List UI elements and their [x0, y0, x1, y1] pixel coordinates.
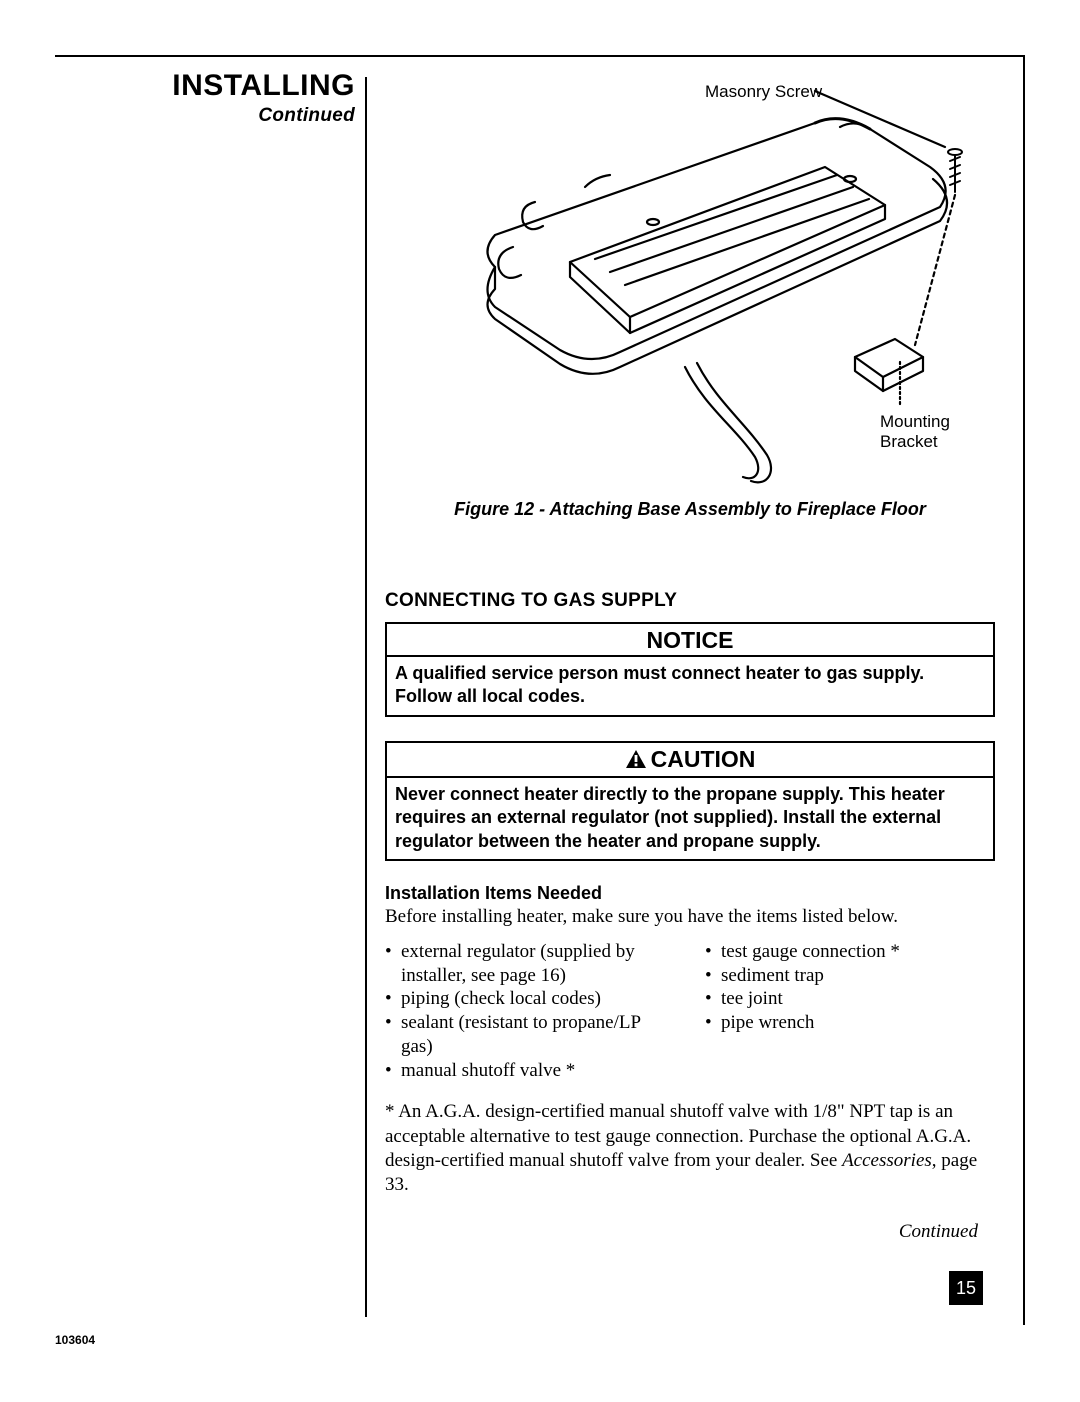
caution-body: Never connect heater directly to the pro…: [387, 778, 993, 859]
caution-box: CAUTION Never connect heater directly to…: [385, 741, 995, 861]
warning-icon: [625, 748, 647, 775]
sidebar-subtitle: Continued: [100, 105, 355, 127]
list-item: pipe wrench: [705, 1011, 995, 1035]
section-heading: CONNECTING TO GAS SUPPLY: [385, 590, 995, 612]
install-items-columns: external regulator (supplied by installe…: [385, 940, 995, 1083]
install-items-right: test gauge connection * sediment trap te…: [705, 940, 995, 1083]
install-items-intro: Before installing heater, make sure you …: [385, 906, 995, 928]
list-item: tee joint: [705, 987, 995, 1011]
page-frame: INSTALLING Continued: [55, 55, 1025, 1325]
list-item: test gauge connection *: [705, 940, 995, 964]
vertical-rule: [365, 77, 367, 1317]
list-item: sediment trap: [705, 964, 995, 988]
list-item: piping (check local codes): [385, 987, 675, 1011]
figure-12: Masonry Screw Mounting Bracket: [385, 57, 995, 487]
sidebar: INSTALLING Continued: [100, 69, 355, 127]
sidebar-title: INSTALLING: [100, 69, 355, 103]
install-items-heading: Installation Items Needed: [385, 883, 995, 904]
caution-title-text: CAUTION: [651, 746, 756, 772]
document-number: 103604: [55, 1333, 95, 1347]
caution-title: CAUTION: [387, 743, 993, 778]
list-item: manual shutoff valve *: [385, 1059, 675, 1083]
list-item: sealant (resistant to propane/LP gas): [385, 1011, 675, 1059]
label-mounting-bracket-l1: Mounting: [880, 412, 950, 432]
figure-caption: Figure 12 - Attaching Base Assembly to F…: [385, 499, 995, 520]
footnote: * An A.G.A. design-certified manual shut…: [385, 1100, 995, 1197]
label-mounting-bracket-l2: Bracket: [880, 432, 938, 452]
list-item: external regulator (supplied by installe…: [385, 940, 675, 988]
footnote-em: Accessories: [842, 1150, 932, 1171]
notice-box: NOTICE A qualified service person must c…: [385, 622, 995, 717]
notice-title: NOTICE: [387, 624, 993, 657]
content-column: Masonry Screw Mounting Bracket Figure 12…: [385, 57, 995, 1198]
notice-body: A qualified service person must connect …: [387, 657, 993, 715]
continued-bottom: Continued: [899, 1221, 978, 1243]
page-number: 15: [949, 1271, 983, 1305]
label-masonry-screw: Masonry Screw: [705, 82, 822, 102]
install-items-left: external regulator (supplied by installe…: [385, 940, 675, 1083]
